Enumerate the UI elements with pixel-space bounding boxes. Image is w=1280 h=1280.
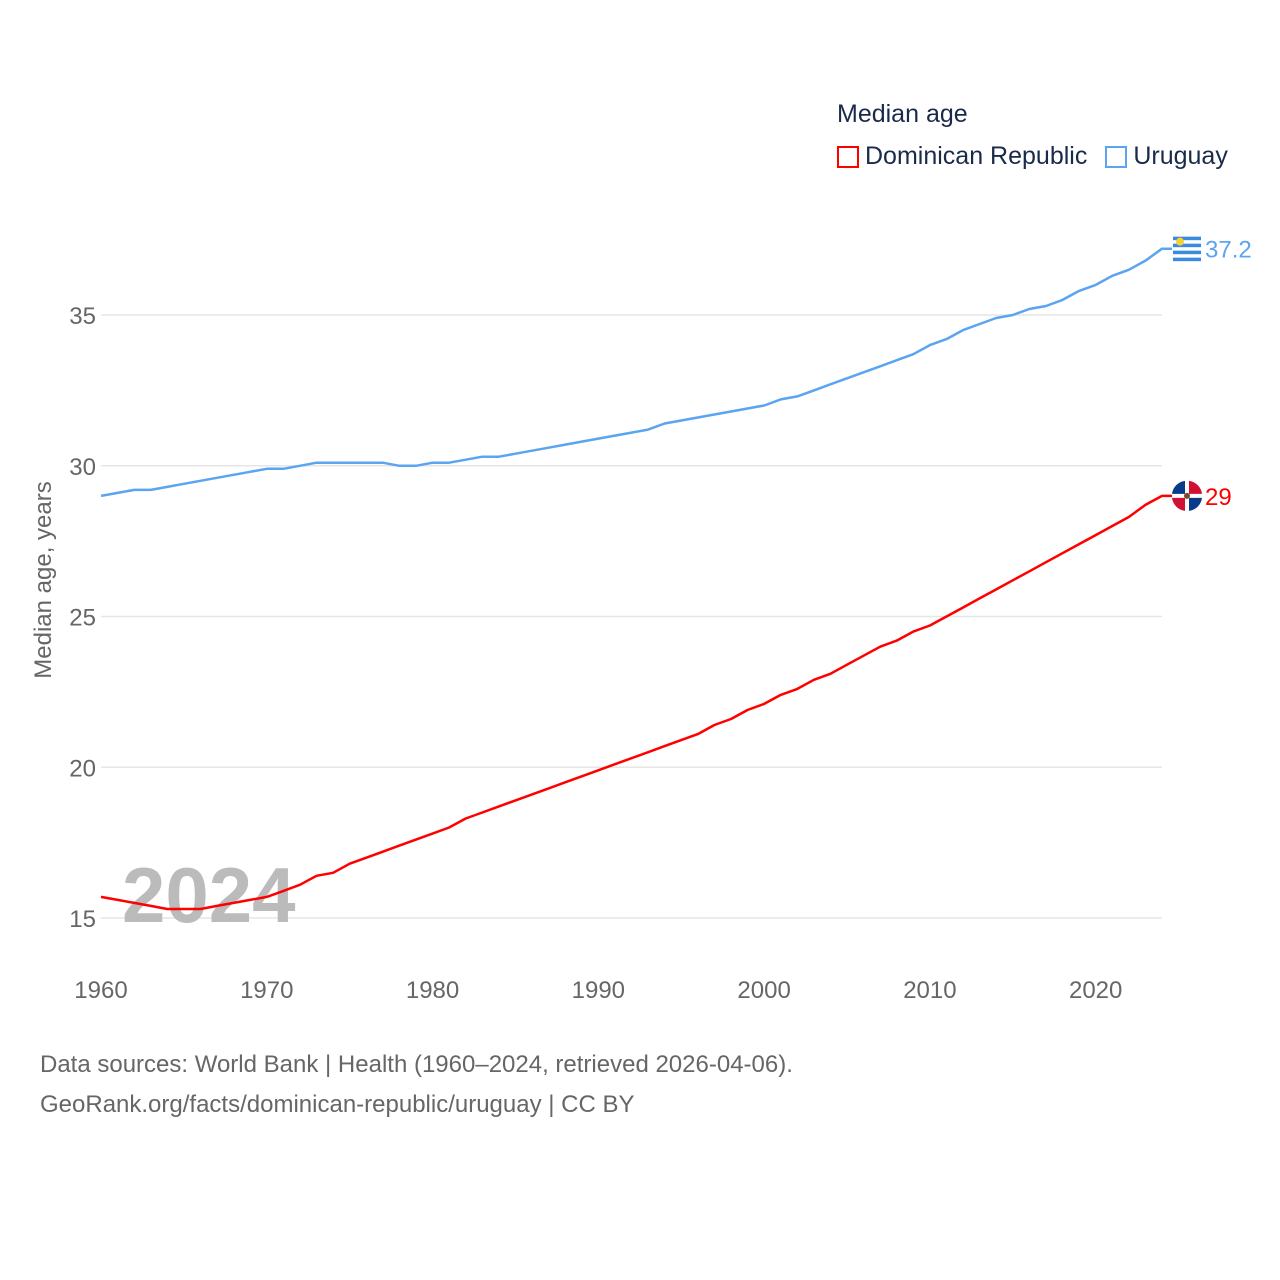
legend-swatch xyxy=(837,145,859,168)
flag-stripe xyxy=(1173,257,1201,262)
flag-stripe xyxy=(1173,236,1201,241)
flag-quarter xyxy=(1172,480,1185,494)
legend-label: Dominican Republic xyxy=(865,142,1088,170)
year-watermark: 2024 xyxy=(122,851,296,939)
series-line-uruguay xyxy=(100,247,1172,498)
x-tick-label: 1970 xyxy=(240,977,293,1004)
flag-sun xyxy=(1176,237,1184,246)
legend: Dominican Republic Uruguay xyxy=(837,142,1228,171)
end-value-label: 29 xyxy=(1205,484,1232,511)
legend-item-dominican-republic[interactable]: Dominican Republic xyxy=(837,142,1087,171)
x-tick-label: 2020 xyxy=(1069,977,1122,1004)
y-tick-label: 25 xyxy=(69,605,96,632)
x-tick-label: 2000 xyxy=(737,977,790,1004)
x-tick-label: 1960 xyxy=(74,977,127,1004)
flag-quarter xyxy=(1172,497,1185,511)
legend-item-uruguay[interactable]: Uruguay xyxy=(1105,142,1228,171)
flag-stripe xyxy=(1173,243,1201,248)
legend-label: Uruguay xyxy=(1133,142,1228,170)
source-line: Data sources: World Bank | Health (1960–… xyxy=(40,1051,793,1078)
flag-stripe xyxy=(1173,250,1201,255)
flag-quarter xyxy=(1189,497,1202,511)
x-tick-label: 1980 xyxy=(406,977,459,1004)
y-tick-label: 20 xyxy=(69,755,96,782)
x-tick-label: 1990 xyxy=(572,977,625,1004)
source-note: Data sources: World Bank | Health (1960–… xyxy=(40,1045,793,1125)
end-value-label: 37.2 xyxy=(1205,237,1252,264)
y-tick-label: 35 xyxy=(69,303,96,330)
legend-title: Median age xyxy=(837,100,968,128)
y-tick-label: 15 xyxy=(69,906,96,933)
flag-quarter xyxy=(1189,480,1202,494)
flag-emblem xyxy=(1184,492,1190,499)
uruguay-flag-icon xyxy=(1172,233,1202,264)
dominican-republic-flag-icon xyxy=(1172,480,1202,511)
y-axis-label: Median age, years xyxy=(30,481,57,678)
series-line-dominican-republic xyxy=(100,494,1172,911)
legend-swatch xyxy=(1105,145,1128,168)
x-tick-label: 2010 xyxy=(903,977,956,1004)
source-link[interactable]: GeoRank.org/facts/dominican-republic/uru… xyxy=(40,1091,635,1118)
y-tick-label: 30 xyxy=(69,454,96,481)
